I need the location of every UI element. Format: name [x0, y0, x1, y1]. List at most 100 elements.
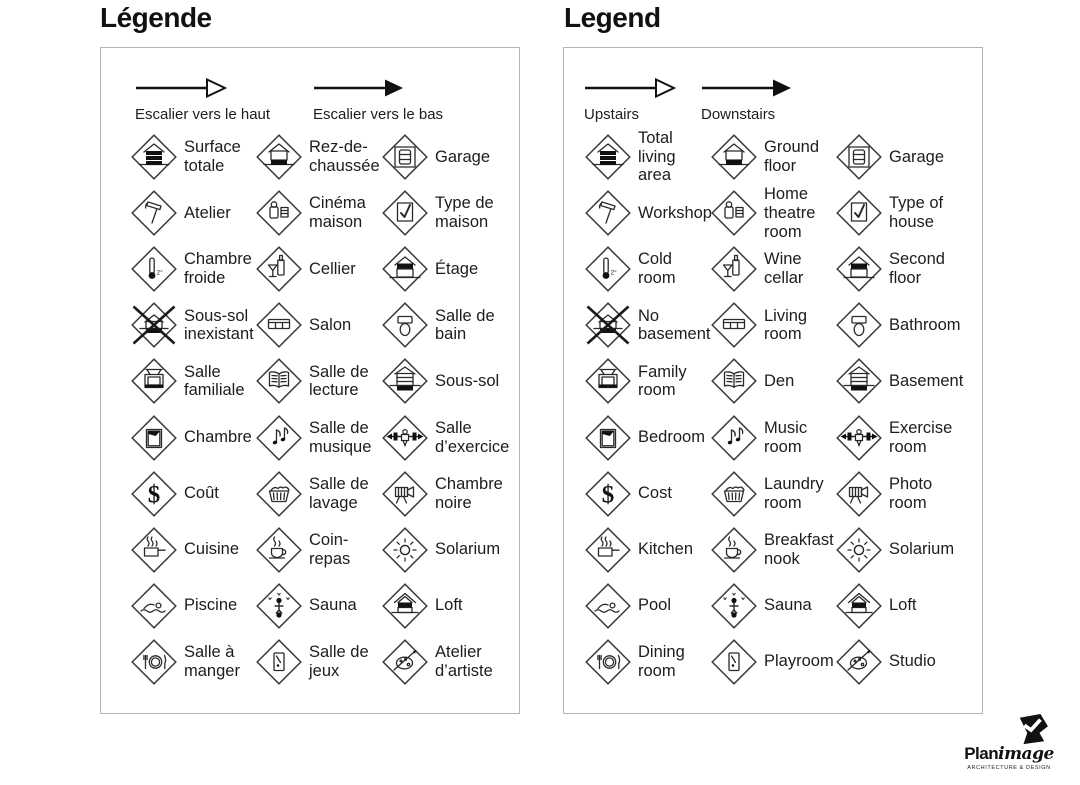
french-legend-title: Légende [100, 2, 212, 33]
cost-icon: $ [585, 470, 631, 517]
upstairs-arrow-icon [136, 77, 228, 99]
english-legend-title: Legend [564, 2, 661, 33]
family-room-icon [585, 358, 631, 405]
stairs-down-arrow: Escalier vers le bas [313, 78, 443, 123]
no-basement-icon [131, 302, 177, 349]
loft-icon [382, 582, 428, 629]
planimage-emblem-icon [1019, 714, 1048, 745]
legend-item: Sous-sol inexistant [131, 297, 256, 353]
legend-item: Salle de musique [256, 409, 382, 465]
legend-item-label: No basement [638, 306, 711, 344]
legend-item-label: Salle familiale [184, 362, 245, 400]
legend-item-label: Garage [889, 147, 945, 166]
legend-item: No basement [585, 297, 711, 353]
legend-item: Playroom [711, 634, 836, 690]
no-basement-icon [585, 302, 631, 349]
garage-icon [382, 134, 428, 180]
legend-item-label: Pool [638, 596, 672, 615]
workshop-icon [585, 190, 631, 237]
legend-item-label: Music room [764, 418, 808, 456]
music-room-icon [256, 414, 302, 461]
legend-item: Solarium [836, 522, 963, 578]
legend-item-label: Sous-sol inexistant [184, 306, 254, 344]
bathroom-icon [382, 302, 428, 349]
living-room-icon [256, 302, 302, 349]
legend-item: Exercise room [836, 409, 963, 465]
legend-item: Coin- repas [256, 522, 382, 578]
laundry-room-icon [256, 470, 302, 517]
svg-text:2°: 2° [611, 269, 618, 277]
sauna-icon [256, 582, 302, 629]
kitchen-icon [131, 526, 177, 573]
logo-word-image: image [998, 744, 1054, 764]
legend-item-label: Basement [889, 372, 964, 391]
second-floor-icon [836, 246, 882, 293]
english-legend-grid: Total living area Ground floor Garage Works… [585, 129, 963, 690]
legend-item-label: Ground floor [764, 138, 820, 176]
legend-item-label: Salle de jeux [309, 643, 369, 680]
solarium-icon [836, 526, 882, 573]
legend-item-label: Sous-sol [435, 372, 500, 391]
legend-item-label: Étage [435, 259, 479, 278]
legend-item: Den [711, 353, 836, 409]
studio-icon [382, 639, 428, 685]
svg-text:2°: 2° [157, 269, 164, 277]
english-legend-panel: Upstairs Downstairs Total living area Gro… [563, 47, 983, 714]
legend-item: Sauna [256, 578, 382, 634]
legend-item: Salle à manger [131, 634, 256, 690]
legend-item-label: Loft [435, 596, 463, 615]
legend-item: Cuisine [131, 522, 256, 578]
legend-item: Total living area [585, 129, 711, 185]
cost-icon: $ [131, 470, 177, 517]
dining-room-icon [131, 639, 177, 685]
legend-item: Loft [382, 578, 509, 634]
legend-item-label: Type of house [889, 194, 944, 232]
legend-item: Garage [836, 129, 963, 185]
basement-icon [382, 358, 428, 405]
legend-item-label: Sauna [764, 596, 812, 615]
legend-item-label: Salle d’exercice [435, 418, 510, 456]
total-living-area-icon [131, 134, 177, 180]
garage-icon [836, 134, 882, 180]
legend-item: Studio [836, 634, 963, 690]
legend-item-label: Piscine [184, 596, 238, 615]
legend-item-label: Cellier [309, 259, 356, 278]
legend-item-label: Coin- repas [309, 530, 351, 568]
playroom-icon [256, 639, 302, 685]
legend-item-label: Playroom [764, 652, 834, 671]
legend-item-label: Cuisine [184, 540, 240, 559]
legend-item-label: Dining room [638, 643, 685, 680]
legend-item-label: Cost [638, 484, 672, 503]
french-legend-grid: Surface totale Rez-de- chaussée Garage Atel… [131, 129, 509, 690]
legend-item: Kitchen [585, 522, 711, 578]
bedroom-icon [585, 414, 631, 461]
legend-item: Garage [382, 129, 509, 185]
legend-item-label: Total living area [638, 128, 676, 185]
legend-item: Type of house [836, 185, 963, 241]
exercise-room-icon [382, 414, 428, 461]
legend-item: Cinéma maison [256, 185, 382, 241]
legend-item-label: Chambre noire [435, 474, 503, 512]
legend-item-label: Sauna [309, 596, 357, 615]
legend-item-label: Salle à manger [184, 643, 240, 680]
legend-item: Surface totale [131, 129, 256, 185]
cold-room-icon: 2° [585, 246, 631, 293]
legend-item: Salle de lavage [256, 466, 382, 522]
home-theatre-icon [711, 190, 757, 237]
legend-item: Étage [382, 241, 509, 297]
photo-room-icon [382, 470, 428, 517]
legend-item-label: Workshop [638, 203, 712, 222]
total-living-area-icon [585, 134, 631, 180]
legend-item: Salle de jeux [256, 634, 382, 690]
legend-item-label: Salle de bain [435, 306, 495, 344]
legend-item: Basement [836, 353, 963, 409]
legend-item: Piscine [131, 578, 256, 634]
legend-item: Sauna [711, 578, 836, 634]
legend-item: Breakfast nook [711, 522, 836, 578]
basement-icon [836, 358, 882, 405]
legend-item: Family room [585, 353, 711, 409]
legend-item: Chambre [131, 409, 256, 465]
type-of-house-icon [382, 190, 428, 237]
legend-item-label: Rez-de- chaussée [309, 138, 380, 176]
